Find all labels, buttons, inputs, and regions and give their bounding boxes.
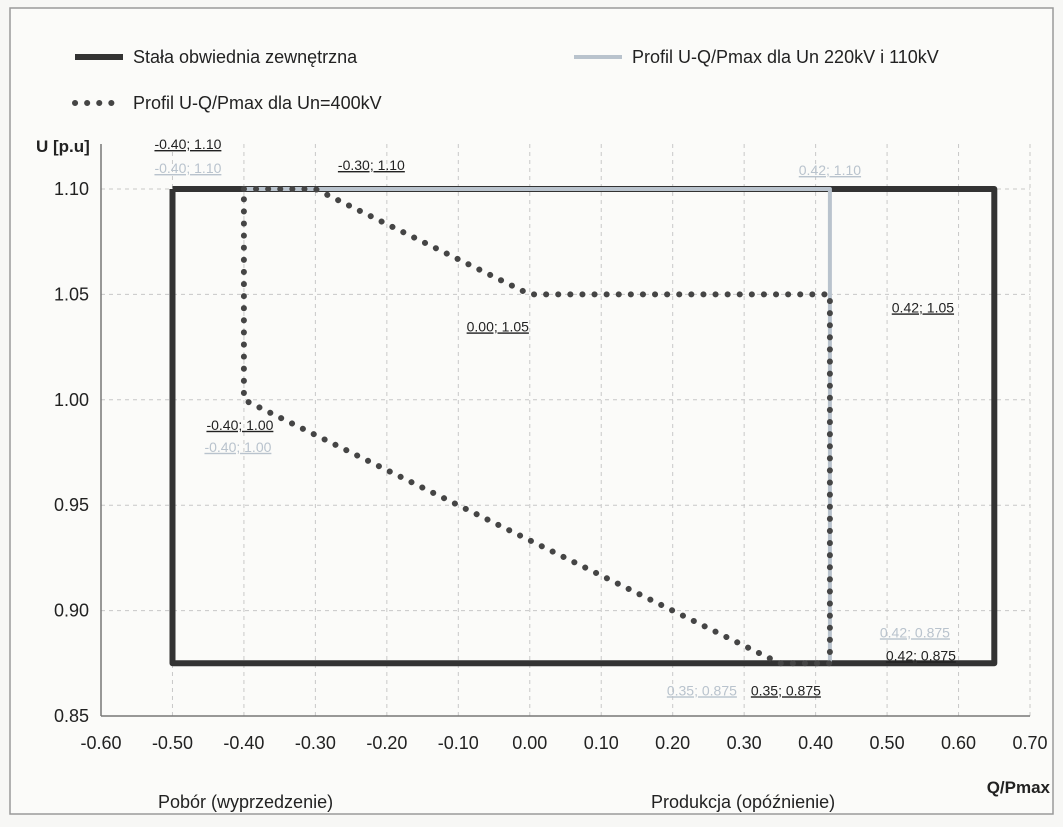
y-tick-label: 0.95 [54,495,89,515]
series-layer [169,186,998,667]
point-label: 0.42; 1.05 [892,299,954,315]
point-label: -0.30; 1.10 [338,157,405,173]
x-tick-label: 0.10 [584,733,619,753]
x-axis-title: Q/Pmax [987,778,1051,797]
x-tick-label: 0.30 [727,733,762,753]
annotation-layer: -0.40; 1.10 -0.40; 1.10 -0.30; 1.10 0.42; 1… [154,136,956,698]
note-consumption: Pobór (wyprzedzenie) [158,792,333,812]
point-label: -0.40; 1.00 [206,417,273,433]
point-label: 0.42; 1.10 [799,162,861,178]
series-profile-400kv [240,186,833,667]
y-tick-label: 1.10 [54,179,89,199]
point-label: -0.40; 1.10 [154,136,221,152]
x-tick-label: 0.70 [1012,733,1047,753]
x-tick-label: -0.60 [80,733,121,753]
x-tick-label: -0.20 [366,733,407,753]
point-label: 0.42; 0.875 [886,647,956,663]
tick-layer: -0.60 -0.50 -0.40 -0.30 -0.20 -0.10 0.00 0.10 0.… [54,179,1048,753]
note-production: Produkcja (opóźnienie) [651,792,835,812]
point-label: 0.35; 0.875 [667,682,737,698]
legend: Stała obwiednia zewnętrzna Profil U-Q/Pma… [72,47,939,113]
point-label: -0.40; 1.00 [204,439,271,455]
x-tick-label: -0.40 [223,733,264,753]
x-tick-label: 0.00 [512,733,547,753]
chart-frame [9,7,1054,815]
y-tick-label: 1.05 [54,284,89,304]
y-axis-title: U [p.u] [36,137,90,156]
legend-item-profile-400kv-label: Profil U-Q/Pmax dla Un=400kV [133,93,382,113]
point-label: 0.35; 0.875 [751,682,821,698]
x-tick-label: 0.60 [941,733,976,753]
point-label: -0.40; 1.10 [154,160,221,176]
x-tick-label: -0.10 [438,733,479,753]
x-tick-label: 0.20 [655,733,690,753]
legend-item-profile-220-110kv-label: Profil U-Q/Pmax dla Un 220kV i 110kV [632,47,939,67]
x-tick-label: -0.50 [152,733,193,753]
y-tick-label: 1.00 [54,390,89,410]
x-tick-label: -0.30 [295,733,336,753]
y-tick-label: 0.85 [54,706,89,726]
legend-item-outer-envelope-label: Stała obwiednia zewnętrzna [133,47,358,67]
point-label: 0.00; 1.05 [467,318,529,334]
point-label: 0.42; 0.875 [880,624,950,640]
x-tick-label: 0.40 [798,733,833,753]
y-tick-label: 0.90 [54,601,89,621]
x-tick-label: 0.50 [870,733,905,753]
